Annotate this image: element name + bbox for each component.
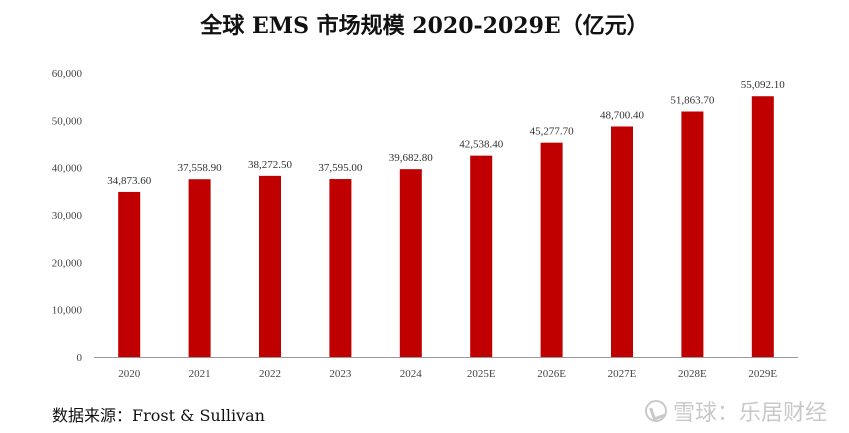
bar-2025E — [470, 155, 493, 357]
data-label-2027E: 48,700.40 — [600, 109, 645, 121]
bar-chart: 0 10,000 20,000 30,000 40,000 50,000 60,000 34… — [52, 68, 798, 380]
data-label-2021: 37,558.90 — [178, 162, 223, 174]
x-tick-label: 2028E — [678, 368, 707, 380]
data-label-2023: 37,595.00 — [318, 162, 363, 174]
bar-2020 — [118, 191, 141, 357]
watermark: 雪球：乐居财经 — [644, 395, 827, 427]
x-tick-label: 2021 — [189, 368, 211, 380]
y-tick-label: 40,000 — [52, 163, 83, 175]
bar-2023 — [329, 179, 352, 357]
x-tick-label: 2023 — [329, 368, 352, 380]
y-tick-label: 30,000 — [52, 210, 83, 222]
x-tick-label: 2029E — [748, 368, 777, 380]
x-tick-label: 2020 — [118, 368, 141, 380]
y-tick-label: 50,000 — [52, 115, 83, 127]
bar-2029E — [751, 96, 774, 358]
bar-2026E — [540, 142, 563, 357]
source-note: 数据来源：Frost & Sullivan — [52, 406, 265, 425]
bar-2024 — [399, 169, 422, 357]
snowball-logo-icon — [644, 400, 667, 422]
x-tick-label: 2024 — [400, 368, 423, 380]
y-axis: 0 10,000 20,000 30,000 40,000 50,000 60,000 — [52, 68, 83, 364]
data-label-2028E: 51,863.70 — [670, 95, 715, 107]
y-tick-label: 10,000 — [52, 305, 83, 317]
y-tick-label: 60,000 — [52, 68, 83, 80]
data-label-2024: 39,682.80 — [389, 152, 434, 164]
data-label-2022: 38,272.50 — [248, 159, 293, 171]
bars-group: 34,873.60 37,558.90 38,272.50 37,595.00 39,6… — [107, 79, 786, 358]
watermark-text: 雪球：乐居财经 — [672, 401, 827, 426]
x-tick-label: 2027E — [608, 368, 637, 380]
bar-2021 — [188, 179, 211, 357]
data-label-2029E: 55,092.10 — [741, 79, 786, 91]
x-tick-label: 2025E — [467, 368, 496, 380]
y-tick-label: 0 — [77, 352, 83, 364]
data-label-2026E: 45,277.70 — [530, 126, 575, 138]
x-tick-label: 2022 — [259, 368, 281, 380]
y-tick-label: 20,000 — [52, 257, 83, 269]
x-tick-label: 2026E — [537, 368, 566, 380]
x-axis: 2020 2021 2022 2023 2024 2025E 2026E 2027E 2028E… — [118, 368, 777, 380]
chart-title: 全球 EMS 市场规模 2020-2029E（亿元） — [200, 13, 649, 39]
bar-2027E — [611, 126, 633, 357]
data-label-2020: 34,873.60 — [107, 175, 152, 187]
bar-2022 — [259, 175, 281, 357]
data-label-2025E: 42,538.40 — [459, 139, 504, 151]
bar-2028E — [681, 111, 704, 358]
